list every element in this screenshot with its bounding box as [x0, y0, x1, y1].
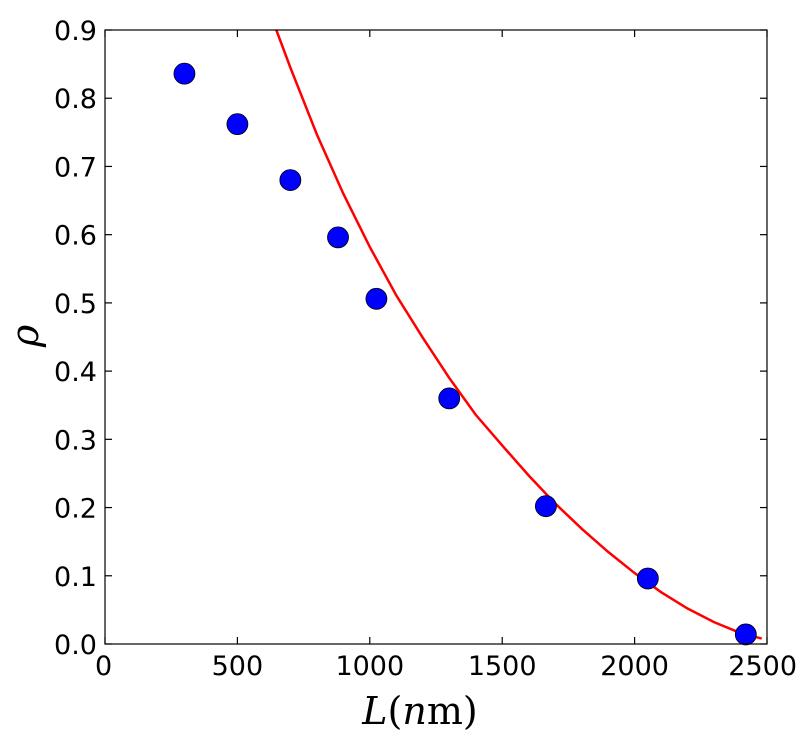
x-tick-label: 1000 [335, 651, 404, 682]
y-tick-label: 0.4 [54, 357, 97, 388]
data-point [226, 113, 249, 136]
x-tick-label: 2500 [728, 651, 797, 682]
x-tick-label: 0 [95, 651, 112, 682]
y-tick-label: 0.5 [54, 289, 97, 320]
data-point [173, 62, 196, 85]
y-tick-label: 0.2 [54, 494, 97, 525]
x-tick-label: 500 [212, 651, 264, 682]
x-tick-label: 1500 [468, 651, 537, 682]
fit-curve [275, 30, 763, 640]
data-point [327, 226, 349, 249]
data-point [365, 287, 388, 310]
data-point [534, 495, 557, 518]
x-tick-label: 2000 [600, 651, 669, 682]
labels-layer: 0 500 1000 1500 2000 2500 0.0 0.1 0.2 0.3 0.4 0.5 0.… [54, 16, 797, 682]
y-axis-title: ρ [3, 324, 47, 348]
data-point [636, 567, 659, 590]
y-tick-label: 0.8 [54, 84, 97, 115]
axes-frame [104, 29, 768, 645]
y-tick-label: 0.9 [54, 16, 97, 47]
y-tick-label: 0.7 [54, 152, 97, 183]
data-point [438, 387, 461, 410]
y-tick-label: 0.3 [54, 425, 97, 456]
marks-layer [173, 30, 763, 646]
data-point [279, 169, 302, 191]
x-axis-title: L(nm) [361, 689, 477, 733]
data-point [734, 623, 757, 646]
y-tick-label: 0.6 [54, 221, 97, 252]
axes-layer [104, 29, 768, 645]
y-tick-label: 0.0 [54, 630, 97, 661]
y-tick-label: 0.1 [54, 562, 97, 593]
